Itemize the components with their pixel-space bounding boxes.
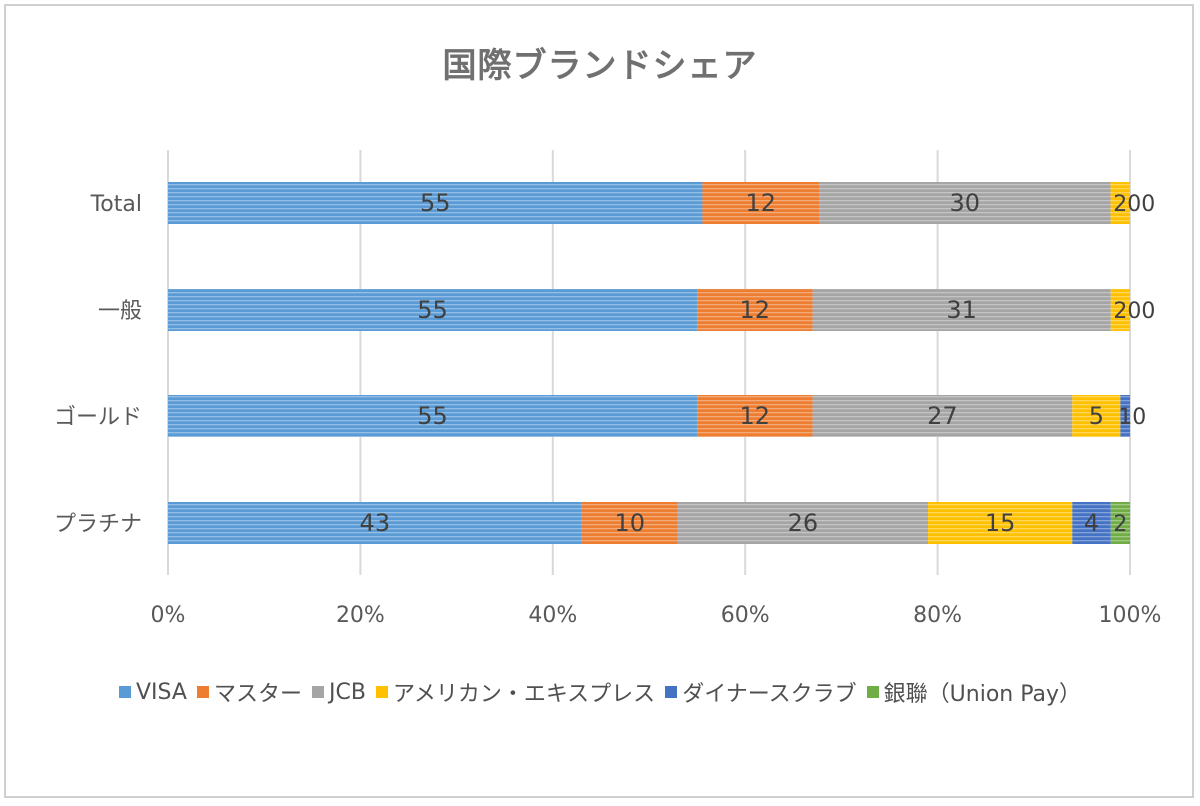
data-label: 0 (1141, 299, 1155, 324)
bar-segment-texture (702, 182, 820, 224)
data-label: 2 (1113, 299, 1127, 324)
data-label: 55 (420, 189, 451, 217)
data-label: 0 (1127, 299, 1141, 324)
x-tick-label: 60% (721, 603, 770, 628)
category-label: ゴールド (54, 405, 142, 430)
bar-segment-texture (1072, 502, 1111, 544)
bar-segment-texture (677, 502, 928, 544)
data-label: 12 (745, 189, 776, 217)
x-tick-label: 100% (1099, 603, 1162, 628)
bar-segment-texture (168, 502, 582, 544)
data-label: 31 (946, 296, 977, 324)
legend-swatch (196, 686, 209, 698)
bar-segment-texture (1110, 182, 1130, 224)
x-tick-label: 40% (528, 603, 577, 628)
legend-label: アメリカン・エキスプレス (392, 682, 656, 707)
data-label: 12 (740, 402, 771, 430)
legend-swatch (311, 686, 324, 698)
data-label: 12 (740, 296, 771, 324)
category-label: 一般 (98, 299, 142, 324)
bar-segment-texture (927, 502, 1073, 544)
data-label: 2 (1113, 192, 1127, 217)
legend-swatch (866, 686, 879, 698)
legend-item: VISA (119, 680, 187, 705)
legend-label: 銀聯（Union Pay） (883, 682, 1081, 707)
legend-label: ダイナースクラブ (682, 682, 857, 707)
chart-title: 国際ブランドシェア (442, 46, 758, 86)
bar-segment-texture (812, 395, 1073, 437)
legend-label: マスター (213, 682, 302, 707)
bar-segment-texture (697, 395, 813, 437)
x-tick-label: 20% (336, 603, 385, 628)
bar-segment-texture (1110, 502, 1130, 544)
bar-segment-texture (697, 289, 813, 331)
data-label: 1 (1118, 405, 1132, 430)
data-label: 0 (1141, 192, 1155, 217)
legend-swatch (375, 686, 388, 698)
data-label: 5 (1089, 402, 1104, 430)
bar-segment-texture (581, 502, 678, 544)
legend-label: JCB (328, 679, 366, 705)
bar-segment-texture (168, 182, 703, 224)
data-label: 26 (788, 509, 819, 537)
category-label: プラチナ (54, 512, 142, 537)
bar-segment-texture (819, 182, 1111, 224)
legend: VISA マスター JCB アメリカン・エキスプレス ダイナースクラブ 銀聯（Union … (0, 676, 1200, 708)
legend-item: マスター (196, 676, 302, 708)
data-label: 0 (1132, 405, 1146, 430)
bar-segment-texture (1110, 289, 1130, 331)
legend-item: 銀聯（Union Pay） (866, 676, 1081, 708)
legend-item: ダイナースクラブ (665, 676, 857, 708)
data-label: 27 (927, 402, 958, 430)
legend-label: VISA (136, 679, 187, 705)
bar-segment-texture (812, 289, 1111, 331)
data-label: 55 (417, 402, 448, 430)
bar-segment-texture (1072, 395, 1121, 437)
bar-segment-texture (1120, 395, 1130, 437)
data-label: 15 (985, 509, 1016, 537)
legend-swatch (665, 686, 678, 698)
bar-segment-texture (168, 289, 698, 331)
x-tick-label: 0% (151, 603, 186, 628)
data-label: 30 (950, 189, 981, 217)
x-tick-label: 80% (913, 603, 962, 628)
category-label: Total (90, 192, 142, 217)
legend-item: JCB (311, 679, 366, 705)
data-label: 10 (614, 509, 645, 537)
data-label: 43 (360, 509, 391, 537)
bar-segment-texture (168, 395, 698, 437)
data-label: 0 (1127, 192, 1141, 217)
data-label: 2 (1113, 512, 1127, 537)
legend-swatch (119, 686, 131, 698)
data-label: 55 (417, 296, 448, 324)
legend-item: アメリカン・エキスプレス (375, 676, 656, 708)
data-label: 4 (1084, 509, 1099, 537)
